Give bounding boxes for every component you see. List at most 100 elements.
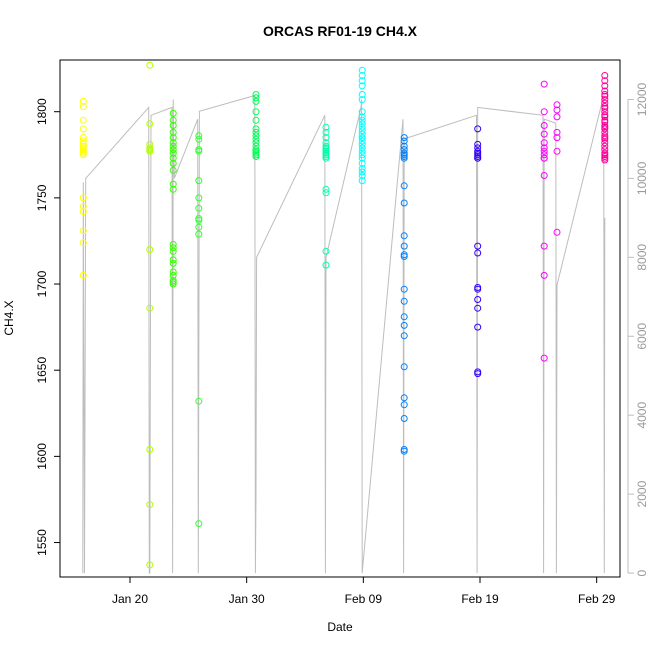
data-point: [358, 168, 366, 176]
x-tick-label: Feb 29: [578, 592, 616, 606]
data-point: [601, 99, 609, 107]
data-point: [601, 103, 609, 110]
data-point: [358, 130, 366, 138]
data-point: [169, 247, 177, 255]
data-point: [540, 154, 548, 162]
data-point: [540, 271, 548, 279]
series-1: [146, 61, 154, 569]
data-point: [169, 134, 177, 142]
y2-tick-label: 12000: [635, 82, 649, 116]
y2-tick-label: 8000: [635, 244, 649, 271]
data-point: [540, 172, 548, 179]
data-point: [601, 128, 609, 136]
data-point: [474, 285, 482, 293]
series-3: [195, 132, 203, 528]
data-point: [400, 134, 408, 142]
data-point: [79, 134, 87, 142]
data-point: [195, 132, 203, 140]
data-point: [540, 144, 548, 152]
data-point: [169, 185, 177, 193]
y-tick-label: 1600: [35, 443, 49, 470]
data-point: [79, 151, 87, 159]
y2-tick-label: 0: [635, 569, 649, 576]
data-point: [358, 177, 366, 185]
data-point: [195, 397, 203, 405]
data-point: [358, 108, 366, 116]
data-point: [400, 321, 408, 329]
data-point: [79, 103, 87, 110]
data-point: [474, 323, 482, 331]
data-point: [601, 111, 609, 119]
data-point: [540, 147, 548, 155]
x-tick-label: Jan 20: [112, 592, 148, 606]
data-point: [252, 108, 260, 116]
data-point: [358, 82, 366, 90]
data-point: [601, 92, 609, 100]
data-point: [252, 135, 260, 143]
data-point: [358, 154, 366, 162]
data-point: [400, 313, 408, 321]
data-point: [601, 77, 609, 85]
data-point: [252, 116, 260, 124]
data-point: [601, 87, 609, 95]
data-point: [79, 125, 87, 133]
data-point: [358, 137, 366, 145]
y2-tick-label: 2000: [635, 480, 649, 507]
data-point: [400, 447, 408, 455]
plot-frame: [59, 59, 621, 578]
data-point: [146, 501, 154, 509]
y-tick-label: 1750: [35, 184, 49, 211]
data-point: [169, 159, 177, 167]
data-point: [146, 304, 154, 312]
data-point: [322, 139, 330, 147]
data-point: [79, 194, 87, 202]
data-point: [358, 96, 366, 104]
data-point: [400, 332, 408, 340]
data-point: [474, 125, 482, 133]
data-point: [358, 116, 366, 124]
data-point: [601, 142, 609, 150]
series-5: [322, 123, 330, 269]
data-point: [252, 97, 260, 105]
y-tick-label: 1550: [35, 529, 49, 556]
data-point: [553, 113, 561, 121]
data-point: [358, 127, 366, 135]
secondary-series-line: [82, 94, 606, 574]
data-point: [474, 296, 482, 303]
series-10: [601, 72, 609, 164]
data-point: [252, 142, 260, 150]
series-6: [358, 66, 366, 185]
data-point: [540, 354, 548, 362]
data-point: [195, 177, 203, 185]
data-point: [169, 280, 177, 288]
series-8: [474, 125, 482, 378]
data-point: [195, 204, 203, 212]
data-point: [540, 242, 548, 250]
data-point: [540, 151, 548, 159]
data-point: [358, 120, 366, 128]
data-point: [322, 128, 330, 136]
data-point: [252, 139, 260, 147]
data-point: [601, 146, 609, 154]
data-point: [358, 113, 366, 121]
data-point: [474, 140, 482, 148]
data-point: [400, 394, 408, 402]
data-point: [601, 139, 609, 147]
series-0: [79, 97, 87, 279]
data-point: [400, 142, 408, 150]
data-point: [400, 154, 408, 162]
data-point: [169, 268, 177, 276]
data-point: [146, 61, 154, 69]
data-point: [400, 137, 408, 145]
data-point: [358, 66, 366, 74]
data-point: [146, 561, 154, 569]
data-point: [601, 123, 609, 131]
data-point: [400, 297, 408, 305]
data-point: [195, 216, 203, 224]
y2-tick-label: 4000: [635, 402, 649, 429]
y-axis-right: 0 2000 4000 6000 8000 10000 12000: [627, 82, 649, 576]
data-point: [601, 72, 609, 79]
data-point: [252, 94, 260, 102]
data-point: [169, 244, 177, 252]
